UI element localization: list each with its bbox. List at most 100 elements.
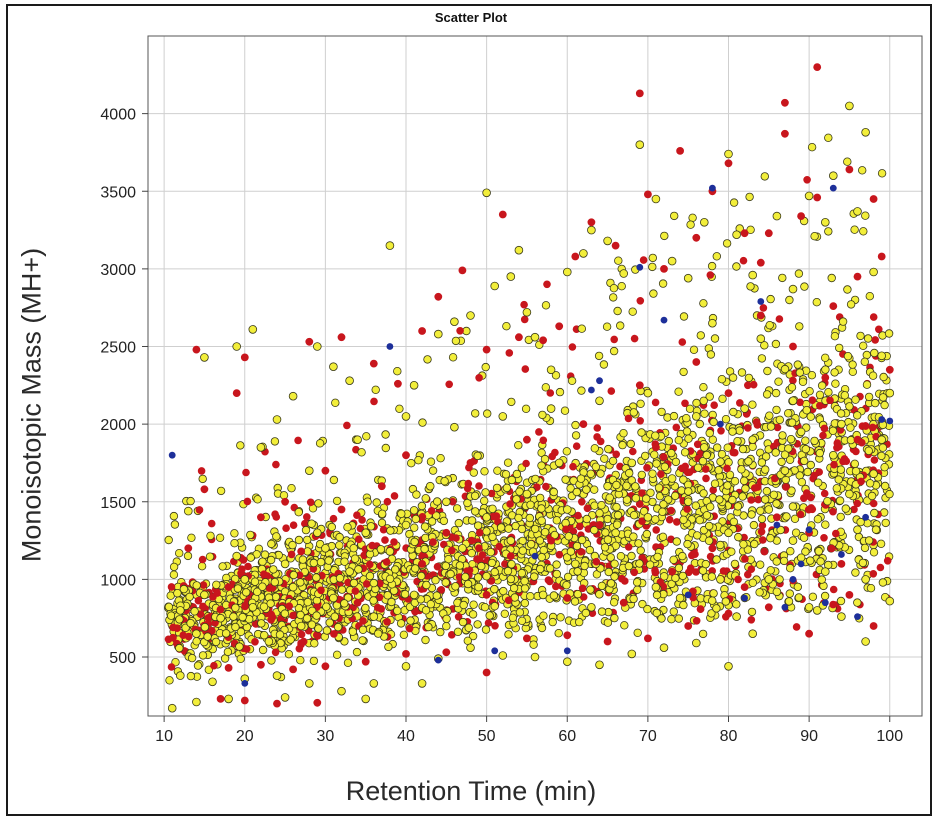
density-dot	[477, 561, 486, 571]
density-dot	[487, 489, 496, 498]
density-dot	[789, 376, 797, 385]
density-dot	[802, 406, 811, 415]
density-dot	[590, 501, 599, 510]
density-dot	[785, 455, 795, 464]
density-dot	[455, 561, 465, 570]
data-point	[369, 679, 379, 688]
data-point	[877, 252, 886, 261]
density-dot	[445, 380, 454, 389]
density-dot	[540, 454, 550, 464]
density-dot	[765, 321, 774, 330]
density-dot	[571, 420, 580, 430]
density-dot	[502, 322, 511, 331]
density-dot	[258, 582, 267, 591]
data-point	[571, 252, 580, 261]
density-dot	[797, 478, 807, 487]
density-dot	[285, 602, 294, 610]
density-dot	[709, 589, 718, 598]
density-dot	[648, 262, 657, 272]
data-point	[321, 543, 330, 553]
density-dot	[609, 598, 619, 607]
density-dot	[343, 658, 353, 667]
density-dot	[717, 427, 725, 435]
density-dot	[757, 514, 767, 524]
data-point	[603, 236, 612, 246]
density-dot	[750, 539, 759, 549]
density-dot	[560, 406, 570, 415]
density-dot	[857, 477, 865, 486]
x-tick-label: 60	[558, 728, 576, 745]
data-point	[337, 686, 346, 696]
data-point	[321, 662, 330, 671]
density-dot	[705, 392, 714, 401]
density-dot	[455, 573, 464, 581]
density-dot	[566, 484, 575, 493]
data-point	[789, 342, 797, 351]
data-point	[401, 412, 411, 421]
density-dot	[850, 459, 859, 468]
density-dot	[702, 450, 711, 460]
density-dot	[679, 600, 688, 610]
density-dot	[572, 442, 581, 451]
density-dot	[714, 466, 723, 475]
density-dot	[421, 533, 430, 543]
density-dot	[786, 547, 795, 556]
density-dot	[871, 398, 880, 408]
density-dot	[296, 578, 305, 587]
data-point	[257, 660, 265, 669]
data-point	[699, 443, 709, 452]
density-dot	[586, 585, 595, 594]
density-dot	[537, 516, 546, 525]
density-dot	[451, 336, 461, 346]
x-axis-label: Retention Time (min)	[345, 776, 597, 806]
density-dot	[810, 436, 819, 446]
density-dot	[875, 325, 883, 334]
density-dot	[876, 563, 885, 572]
density-dot	[183, 551, 193, 561]
data-point	[434, 292, 443, 301]
density-dot	[306, 498, 315, 507]
density-dot	[490, 567, 499, 577]
density-dot	[771, 339, 781, 349]
density-dot	[848, 367, 857, 376]
density-dot	[205, 552, 215, 561]
density-dot	[853, 411, 862, 420]
density-dot	[548, 617, 557, 627]
density-dot	[723, 443, 732, 452]
density-dot	[597, 607, 607, 616]
data-point	[660, 316, 668, 324]
data-point	[659, 643, 669, 652]
density-dot	[807, 142, 817, 152]
data-point	[683, 497, 693, 507]
density-dot	[251, 638, 259, 646]
density-dot	[840, 391, 849, 400]
data-point	[709, 184, 716, 192]
density-dot	[762, 486, 771, 496]
density-dot	[448, 546, 456, 555]
density-dot	[688, 213, 697, 222]
density-dot	[685, 568, 693, 577]
density-dot	[469, 600, 478, 609]
density-dot	[651, 398, 660, 407]
density-dot	[749, 380, 758, 389]
density-dot	[287, 550, 296, 559]
density-dot	[451, 582, 460, 591]
density-dot	[590, 485, 599, 494]
density-dot	[612, 502, 621, 512]
data-point	[224, 583, 233, 591]
density-dot	[699, 383, 708, 392]
density-dot	[244, 562, 252, 571]
density-dot	[580, 561, 589, 571]
density-dot	[845, 402, 854, 411]
density-dot	[836, 596, 846, 606]
density-dot	[619, 429, 628, 438]
density-dot	[475, 544, 483, 552]
density-dot	[827, 273, 836, 283]
data-point	[498, 412, 508, 421]
density-dot	[748, 400, 757, 409]
density-dot	[303, 513, 311, 521]
density-dot	[581, 608, 590, 618]
density-dot	[539, 611, 548, 620]
density-dot	[658, 279, 668, 288]
density-dot	[468, 610, 478, 619]
